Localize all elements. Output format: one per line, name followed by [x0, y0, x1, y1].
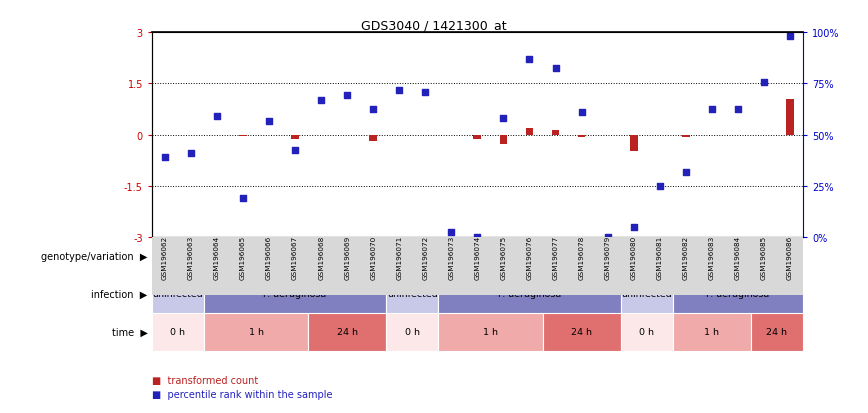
Point — [549, 66, 562, 72]
Bar — [621, 237, 803, 275]
Point — [236, 195, 250, 202]
Point — [601, 234, 615, 241]
Bar — [386, 237, 621, 275]
Bar — [386, 313, 438, 351]
Text: 0 h: 0 h — [404, 328, 420, 337]
Point — [210, 113, 224, 120]
Bar — [621, 313, 673, 351]
Bar — [751, 313, 803, 351]
Point — [288, 147, 302, 154]
Text: uninfected: uninfected — [387, 290, 437, 299]
Point — [523, 57, 536, 64]
Point — [366, 107, 380, 113]
Point — [262, 119, 276, 125]
Bar — [152, 237, 386, 275]
Text: 0 h: 0 h — [170, 328, 186, 337]
Point — [705, 107, 719, 113]
Point — [470, 234, 484, 241]
Bar — [630, 135, 638, 152]
Bar — [526, 129, 533, 135]
Text: infection  ▶: infection ▶ — [91, 289, 148, 299]
Bar — [370, 135, 378, 141]
Text: P. aeruginosa: P. aeruginosa — [707, 290, 769, 299]
Text: 1 h: 1 h — [704, 328, 720, 337]
Bar — [474, 135, 481, 139]
Text: Mmp-7 mutant: Mmp-7 mutant — [468, 252, 539, 261]
Point — [783, 33, 797, 40]
Bar — [152, 313, 204, 351]
Point — [314, 98, 328, 104]
Text: time  ▶: time ▶ — [112, 327, 148, 337]
Bar — [578, 135, 586, 137]
Bar — [152, 275, 204, 313]
Text: ■  percentile rank within the sample: ■ percentile rank within the sample — [152, 389, 332, 399]
Text: uninfected: uninfected — [621, 290, 672, 299]
Text: Mmp-10 mutant: Mmp-10 mutant — [674, 252, 750, 261]
Bar — [438, 313, 542, 351]
Bar — [500, 135, 508, 145]
Bar — [204, 275, 386, 313]
Text: P. aeruginosa: P. aeruginosa — [498, 290, 561, 299]
Bar — [438, 275, 621, 313]
Bar — [292, 135, 299, 139]
Point — [575, 110, 589, 116]
Bar — [204, 313, 308, 351]
Text: 24 h: 24 h — [571, 328, 592, 337]
Bar — [386, 275, 438, 313]
Bar — [786, 100, 794, 135]
Text: 0 h: 0 h — [639, 328, 654, 337]
Text: GDS3040 / 1421300_at: GDS3040 / 1421300_at — [361, 19, 507, 31]
Point — [340, 93, 354, 100]
Point — [757, 79, 771, 86]
Point — [184, 151, 198, 157]
Bar — [682, 135, 690, 137]
Point — [444, 229, 458, 236]
Text: 1 h: 1 h — [483, 328, 498, 337]
Bar — [552, 131, 560, 135]
Bar — [673, 313, 751, 351]
Point — [418, 89, 432, 96]
Text: P. aeruginosa: P. aeruginosa — [264, 290, 326, 299]
Point — [392, 88, 406, 94]
Point — [158, 154, 172, 161]
Text: uninfected: uninfected — [153, 290, 203, 299]
Point — [679, 169, 693, 176]
Bar — [621, 275, 673, 313]
Point — [731, 107, 745, 113]
Text: genotype/variation  ▶: genotype/variation ▶ — [41, 252, 148, 261]
Text: ■  transformed count: ■ transformed count — [152, 375, 258, 385]
Bar — [240, 135, 247, 137]
Text: wild type: wild type — [247, 252, 291, 261]
Bar — [542, 313, 621, 351]
Text: 1 h: 1 h — [248, 328, 264, 337]
Point — [496, 115, 510, 121]
Point — [627, 224, 641, 230]
Text: 24 h: 24 h — [766, 328, 787, 337]
Text: 24 h: 24 h — [337, 328, 358, 337]
Bar — [308, 313, 386, 351]
Point — [653, 183, 667, 190]
Bar — [673, 275, 803, 313]
